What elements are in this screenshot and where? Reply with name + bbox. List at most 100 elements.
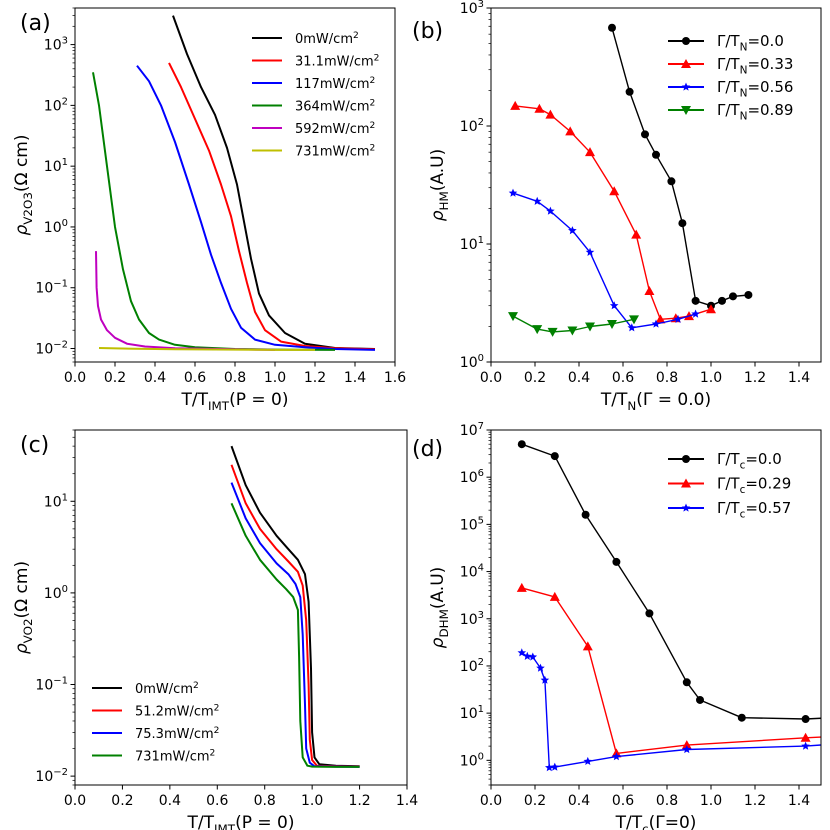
marker-star <box>540 675 550 684</box>
x-tick-label: 0.2 <box>524 793 546 809</box>
x-tick-label: 0.0 <box>480 793 502 809</box>
x-tick-label: 0.2 <box>524 370 546 386</box>
series-3 <box>230 482 360 768</box>
marker-circle <box>729 292 737 301</box>
series-3 <box>517 648 821 772</box>
legend-entry: 0mW/cm2​ <box>92 681 199 697</box>
marker-circle <box>744 290 753 299</box>
x-tick-label: 1.2 <box>744 370 766 386</box>
marker-triangle-down <box>532 325 543 335</box>
legend-label: 0mW/cm2​ <box>295 31 359 47</box>
y-axis-label: ρDHM​(A.U) <box>428 567 451 649</box>
x-tick-label: 1.2 <box>348 793 370 809</box>
y-tick-label: 10−1 <box>35 279 68 297</box>
legend-entry: Γ/TN​=0.89 <box>668 101 793 123</box>
x-tick-label: 1.6 <box>384 370 406 386</box>
axes-frame <box>74 429 408 786</box>
x-tick-label: 0.2 <box>111 793 133 809</box>
y-tick-label: 100 <box>460 353 484 371</box>
y-axis-label: ρVO2​(Ω cm) <box>12 561 35 654</box>
legend-label: 75.3mW/cm2​ <box>135 726 219 742</box>
x-tick-label: 1.0 <box>301 793 323 809</box>
marker-circle <box>682 455 690 463</box>
x-axis-label: T/TIMT​(P = 0) <box>181 390 289 413</box>
legend-entry: Γ/TN​=0.0 <box>668 32 784 54</box>
series-line <box>230 464 360 768</box>
marker-star <box>532 196 542 205</box>
marker-triangle-down <box>547 327 558 337</box>
x-tick-label: 1.4 <box>396 793 418 809</box>
marker-circle <box>801 715 810 724</box>
marker-star <box>609 301 619 310</box>
panel-label: (c) <box>20 433 49 458</box>
legend-entry: Γ/TN​=0.56 <box>668 78 793 100</box>
panel-b: 100 101 102 103 0.0 0.2 0.4 0.6 0.8 1.0 1.2 1.4 T/TN… <box>412 0 822 413</box>
marker-star <box>681 503 691 512</box>
x-tick-label: 0.0 <box>64 370 86 386</box>
panel-c: 10−2 10−1 100 101 0.0 0.2 0.4 0.6 0.8 1.0 1.2 1.4 T/… <box>12 429 418 830</box>
marker-triangle-up <box>516 582 527 592</box>
legend-label: 592mW/cm2​ <box>295 121 375 137</box>
marker-triangle-up <box>585 147 595 157</box>
marker-star <box>673 314 683 323</box>
marker-triangle-down <box>585 322 595 332</box>
marker-star <box>681 82 691 91</box>
series-line <box>521 652 821 769</box>
marker-circle <box>667 177 676 186</box>
marker-triangle-down <box>629 315 639 325</box>
y-tick-label: 100 <box>44 218 68 236</box>
series-line <box>515 105 712 320</box>
marker-circle <box>691 296 700 305</box>
marker-star <box>528 652 538 661</box>
marker-star <box>536 663 545 672</box>
marker-triangle-up <box>655 314 666 324</box>
x-tick-label: 1.2 <box>744 793 766 809</box>
x-tick-label: 0.8 <box>656 370 678 386</box>
x-tick-label: 1.2 <box>304 370 326 386</box>
y-tick-label: 101 <box>44 492 68 510</box>
series-2 <box>510 100 716 324</box>
x-tick-label: 0.6 <box>184 370 206 386</box>
legend-entry: 731mW/cm2​ <box>92 748 215 765</box>
marker-circle <box>550 452 559 461</box>
marker-circle <box>581 510 590 519</box>
y-axis-label: ρHM​(A.U) <box>428 149 451 221</box>
marker-circle <box>718 296 726 305</box>
y-tick-label: 103 <box>44 36 68 54</box>
marker-star <box>523 651 532 660</box>
series-line <box>521 587 821 755</box>
legend-label: 731mW/cm2​ <box>135 748 215 764</box>
y-tick-label: 104 <box>460 563 484 581</box>
y-tick-label: 103 <box>460 610 484 628</box>
marker-triangle-up <box>534 103 545 113</box>
x-tick-label: 0.4 <box>568 793 590 809</box>
y-axis-label: ρV2O3​(Ω cm) <box>12 135 35 236</box>
marker-triangle-up <box>681 478 691 488</box>
marker-star <box>691 309 700 318</box>
legend-label: 31.1mW/cm2​ <box>295 53 379 69</box>
marker-circle <box>645 609 654 618</box>
marker-star <box>517 648 527 657</box>
x-tick-label: 0.4 <box>144 370 166 386</box>
legend-entry: 31.1mW/cm2​ <box>252 53 379 70</box>
series-1 <box>230 445 360 768</box>
x-axis-label: T/TN​(Γ = 0.0) <box>600 390 711 413</box>
y-tick-label: 102 <box>44 96 68 114</box>
legend-entry: Γ/TN​=0.33 <box>668 55 793 77</box>
series-1 <box>517 440 821 724</box>
x-tick-label: 0.8 <box>254 793 276 809</box>
marker-circle <box>682 678 691 687</box>
marker-triangle-up <box>609 186 620 196</box>
marker-star <box>651 319 661 328</box>
y-tick-label: 101 <box>44 157 68 175</box>
x-tick-label: 1.4 <box>788 793 810 809</box>
marker-triangle-down <box>508 312 518 322</box>
marker-star <box>508 188 518 197</box>
x-tick-label: 1.0 <box>700 793 722 809</box>
legend-label: Γ/Tc​=0.57 <box>717 499 791 521</box>
marker-star <box>801 741 810 750</box>
series-3 <box>136 65 376 351</box>
marker-triangle-up <box>545 109 556 119</box>
y-tick-label: 102 <box>460 657 484 675</box>
marker-circle <box>682 37 690 45</box>
